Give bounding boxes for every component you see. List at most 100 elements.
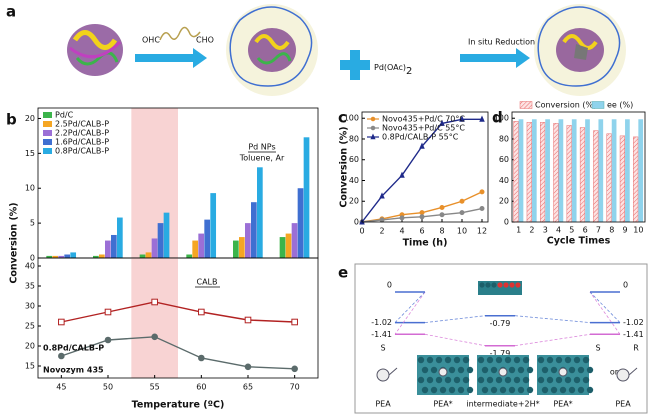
bar [70, 252, 77, 258]
pd-particle [574, 44, 588, 60]
atom [448, 386, 456, 394]
atom [546, 376, 554, 384]
atom [573, 356, 581, 364]
legend-swatch [43, 139, 52, 145]
bar [593, 130, 599, 223]
y-tick-label: 0 [354, 218, 359, 227]
atom [517, 386, 525, 394]
series-line [61, 336, 295, 370]
marker [198, 308, 205, 316]
atom [426, 356, 434, 364]
marker [291, 365, 298, 373]
atom [486, 376, 494, 384]
protein [556, 28, 604, 72]
bar [291, 223, 298, 258]
atom [477, 376, 485, 384]
plot-frame [511, 111, 646, 223]
atom [439, 386, 447, 394]
legend-swatch [43, 121, 52, 127]
x-axis-title: Temperature (ºC) [132, 400, 225, 411]
atom [495, 376, 503, 384]
panel-label: b [6, 111, 17, 129]
crosslink-shell [229, 6, 313, 87]
y-tick-label: 15 [25, 149, 35, 158]
marker [439, 212, 445, 218]
species-label: PEA* [553, 400, 572, 409]
atom [481, 366, 489, 374]
atom [435, 376, 443, 384]
atom [421, 366, 429, 374]
atom [444, 356, 452, 364]
energy-label: -0.79 [490, 319, 511, 328]
bar [46, 255, 53, 258]
atom [515, 282, 521, 288]
marker [379, 192, 385, 199]
marker [370, 125, 376, 131]
atom [481, 386, 489, 394]
marker [419, 214, 425, 220]
bar [513, 121, 519, 223]
atom [577, 366, 585, 374]
y-tick-label: 60 [499, 155, 509, 164]
atom [421, 386, 429, 394]
annotation: Toluene, Ar [239, 154, 285, 163]
atom [513, 376, 521, 384]
species-label: intermediate+2H* [466, 400, 539, 409]
atom [457, 386, 465, 394]
atom [504, 376, 512, 384]
energy-label: 0 [387, 281, 392, 290]
legend-label: Pd/C [55, 111, 74, 120]
atom [477, 356, 485, 364]
atom [457, 366, 465, 374]
bar [93, 255, 99, 258]
bar [239, 237, 245, 258]
bar [625, 119, 630, 222]
x-tick-label: 8 [439, 227, 444, 236]
atom [448, 366, 456, 374]
marker [399, 171, 405, 178]
y-tick-label: 60 [349, 155, 359, 164]
highlight-band [131, 108, 178, 258]
bar [598, 119, 604, 222]
bond [628, 367, 638, 376]
marker [58, 318, 65, 326]
connector [394, 291, 426, 323]
x-tick-label: 9 [623, 226, 628, 235]
x-axis-title: Time (h) [403, 238, 448, 249]
marker [151, 298, 158, 306]
marker [291, 318, 298, 326]
bar [285, 233, 292, 258]
series-label: 0.8Pd/CALB-P [43, 344, 104, 353]
x-tick-label: 6 [419, 227, 424, 236]
bar [638, 119, 644, 222]
x-tick-label: 55 [150, 383, 160, 392]
connector [424, 315, 486, 323]
y-tick-label: 20 [349, 197, 359, 206]
y-tick-label: 20 [25, 342, 35, 351]
x-tick-label: 65 [243, 383, 253, 392]
bar [139, 254, 146, 258]
atom [559, 386, 567, 394]
marker [104, 308, 112, 316]
marker [439, 204, 445, 210]
x-tick-label: 3 [543, 226, 548, 235]
y-tick-label: 20 [25, 114, 35, 123]
marker [370, 133, 376, 140]
bar [163, 212, 170, 258]
atom [444, 376, 452, 384]
atom [430, 386, 438, 394]
x-tick-label: 6 [583, 226, 588, 235]
y-tick-label: 100 [494, 114, 509, 123]
legend-label: ee (%) [607, 101, 633, 110]
plot-frame [361, 111, 489, 223]
adsorbate [438, 367, 448, 377]
helix [562, 34, 598, 50]
atom [586, 386, 594, 394]
atom [555, 356, 563, 364]
energy-label: -1.02 [623, 318, 644, 327]
bar [245, 223, 251, 258]
atom [426, 376, 434, 384]
atom [453, 356, 461, 364]
atom [497, 282, 503, 288]
x-tick-label: 60 [196, 383, 206, 392]
